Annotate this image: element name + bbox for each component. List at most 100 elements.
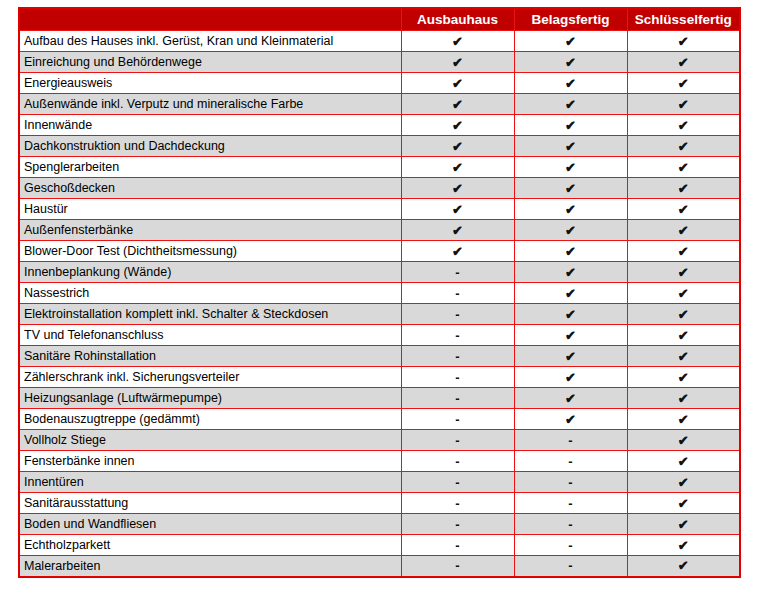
check-mark-icon: ✔ bbox=[627, 283, 740, 304]
table-row: Außenfensterbänke✔✔✔ bbox=[19, 220, 740, 241]
row-label: Boden und Wandfliesen bbox=[19, 514, 401, 535]
check-mark-icon: ✔ bbox=[627, 52, 740, 73]
row-label: Sanitärausstattung bbox=[19, 493, 401, 514]
check-mark-icon: ✔ bbox=[514, 115, 627, 136]
table-row: Energieausweis✔✔✔ bbox=[19, 73, 740, 94]
row-label: TV und Telefonanschluss bbox=[19, 325, 401, 346]
table-row: Bodenauszugtreppe (gedämmt)-✔✔ bbox=[19, 409, 740, 430]
dash-mark: - bbox=[514, 430, 627, 451]
dash-mark: - bbox=[401, 535, 514, 556]
table-row: Dachkonstruktion und Dachdeckung✔✔✔ bbox=[19, 136, 740, 157]
dash-mark: - bbox=[401, 325, 514, 346]
check-mark-icon: ✔ bbox=[627, 535, 740, 556]
page-canvas: Ausbauhaus Belagsfertig Schlüsselfertig … bbox=[0, 0, 770, 590]
check-mark-icon: ✔ bbox=[514, 157, 627, 178]
check-mark-icon: ✔ bbox=[514, 94, 627, 115]
dash-mark: - bbox=[401, 388, 514, 409]
header-row: Ausbauhaus Belagsfertig Schlüsselfertig bbox=[19, 8, 740, 31]
row-label: Spenglerarbeiten bbox=[19, 157, 401, 178]
dash-mark: - bbox=[401, 346, 514, 367]
check-mark-icon: ✔ bbox=[514, 409, 627, 430]
table-row: Boden und Wandfliesen--✔ bbox=[19, 514, 740, 535]
check-mark-icon: ✔ bbox=[514, 388, 627, 409]
check-mark-icon: ✔ bbox=[627, 262, 740, 283]
check-mark-icon: ✔ bbox=[514, 220, 627, 241]
table-row: Innentüren--✔ bbox=[19, 472, 740, 493]
row-label: Echtholzparkett bbox=[19, 535, 401, 556]
dash-mark: - bbox=[401, 556, 514, 577]
table-row: Innenwände✔✔✔ bbox=[19, 115, 740, 136]
table-row: Malerarbeiten--✔ bbox=[19, 556, 740, 577]
dash-mark: - bbox=[401, 262, 514, 283]
dash-mark: - bbox=[401, 430, 514, 451]
row-label: Elektroinstallation komplett inkl. Schal… bbox=[19, 304, 401, 325]
check-mark-icon: ✔ bbox=[401, 178, 514, 199]
check-mark-icon: ✔ bbox=[627, 325, 740, 346]
check-mark-icon: ✔ bbox=[514, 346, 627, 367]
row-label: Malerarbeiten bbox=[19, 556, 401, 577]
dash-mark: - bbox=[401, 409, 514, 430]
dash-mark: - bbox=[514, 535, 627, 556]
dash-mark: - bbox=[401, 472, 514, 493]
dash-mark: - bbox=[401, 514, 514, 535]
dash-mark: - bbox=[401, 493, 514, 514]
row-label: Außenwände inkl. Verputz und mineralisch… bbox=[19, 94, 401, 115]
check-mark-icon: ✔ bbox=[627, 115, 740, 136]
header-corner-cell bbox=[19, 8, 401, 31]
row-label: Aufbau des Hauses inkl. Gerüst, Kran und… bbox=[19, 31, 401, 52]
table-row: Außenwände inkl. Verputz und mineralisch… bbox=[19, 94, 740, 115]
row-label: Einreichung und Behördenwege bbox=[19, 52, 401, 73]
check-mark-icon: ✔ bbox=[627, 472, 740, 493]
check-mark-icon: ✔ bbox=[627, 493, 740, 514]
check-mark-icon: ✔ bbox=[401, 115, 514, 136]
check-mark-icon: ✔ bbox=[401, 73, 514, 94]
check-mark-icon: ✔ bbox=[627, 430, 740, 451]
check-mark-icon: ✔ bbox=[401, 241, 514, 262]
header-col-ausbauhaus: Ausbauhaus bbox=[401, 8, 514, 31]
check-mark-icon: ✔ bbox=[514, 304, 627, 325]
table-header: Ausbauhaus Belagsfertig Schlüsselfertig bbox=[19, 8, 740, 31]
check-mark-icon: ✔ bbox=[627, 94, 740, 115]
table-row: Spenglerarbeiten✔✔✔ bbox=[19, 157, 740, 178]
row-label: Dachkonstruktion und Dachdeckung bbox=[19, 136, 401, 157]
check-mark-icon: ✔ bbox=[514, 73, 627, 94]
check-mark-icon: ✔ bbox=[627, 346, 740, 367]
table-body: Aufbau des Hauses inkl. Gerüst, Kran und… bbox=[19, 31, 740, 577]
check-mark-icon: ✔ bbox=[627, 136, 740, 157]
row-label: Energieausweis bbox=[19, 73, 401, 94]
check-mark-icon: ✔ bbox=[627, 220, 740, 241]
header-col-belagsfertig: Belagsfertig bbox=[514, 8, 627, 31]
check-mark-icon: ✔ bbox=[627, 556, 740, 577]
table-row: Echtholzparkett--✔ bbox=[19, 535, 740, 556]
table-row: Sanitäre Rohinstallation-✔✔ bbox=[19, 346, 740, 367]
row-label: Heizungsanlage (Luftwärmepumpe) bbox=[19, 388, 401, 409]
header-col-schluesselfertig: Schlüsselfertig bbox=[627, 8, 740, 31]
table-row: Nassestrich-✔✔ bbox=[19, 283, 740, 304]
dash-mark: - bbox=[514, 472, 627, 493]
table-row: Blower-Door Test (Dichtheitsmessung)✔✔✔ bbox=[19, 241, 740, 262]
check-mark-icon: ✔ bbox=[401, 94, 514, 115]
check-mark-icon: ✔ bbox=[514, 199, 627, 220]
row-label: Haustür bbox=[19, 199, 401, 220]
check-mark-icon: ✔ bbox=[514, 241, 627, 262]
check-mark-icon: ✔ bbox=[514, 31, 627, 52]
check-mark-icon: ✔ bbox=[627, 388, 740, 409]
check-mark-icon: ✔ bbox=[401, 31, 514, 52]
check-mark-icon: ✔ bbox=[514, 367, 627, 388]
check-mark-icon: ✔ bbox=[627, 304, 740, 325]
table-row: Elektroinstallation komplett inkl. Schal… bbox=[19, 304, 740, 325]
row-label: Nassestrich bbox=[19, 283, 401, 304]
table-row: Fensterbänke innen--✔ bbox=[19, 451, 740, 472]
table-row: TV und Telefonanschluss-✔✔ bbox=[19, 325, 740, 346]
check-mark-icon: ✔ bbox=[401, 136, 514, 157]
dash-mark: - bbox=[514, 451, 627, 472]
check-mark-icon: ✔ bbox=[627, 178, 740, 199]
check-mark-icon: ✔ bbox=[401, 220, 514, 241]
dash-mark: - bbox=[401, 283, 514, 304]
row-label: Innenwände bbox=[19, 115, 401, 136]
dash-mark: - bbox=[401, 367, 514, 388]
table-row: Vollholz Stiege--✔ bbox=[19, 430, 740, 451]
check-mark-icon: ✔ bbox=[627, 31, 740, 52]
row-label: Innenbeplankung (Wände) bbox=[19, 262, 401, 283]
table-row: Innenbeplankung (Wände)-✔✔ bbox=[19, 262, 740, 283]
